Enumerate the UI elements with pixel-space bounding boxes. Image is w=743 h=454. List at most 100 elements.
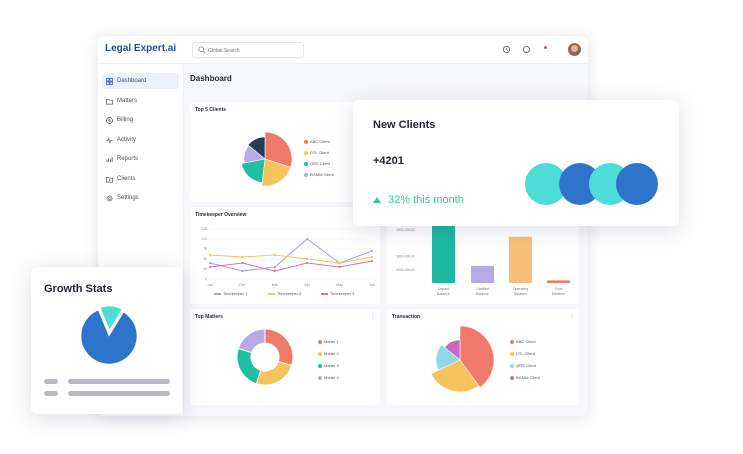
- legend-swatch: [510, 363, 514, 368]
- pie-slice[interactable]: [241, 158, 266, 184]
- sidebar-item-reports[interactable]: Reports: [102, 151, 179, 167]
- x-tick-label: Unbilled: [476, 287, 489, 291]
- sidebar-item-activity[interactable]: Activity: [102, 132, 179, 148]
- legend-swatch: [304, 161, 308, 166]
- notification-dot[interactable]: [544, 46, 547, 49]
- legend-label: Matter 2: [324, 351, 339, 356]
- help-icon[interactable]: [522, 45, 531, 54]
- data-point[interactable]: [241, 261, 244, 265]
- x-tick-label: Operating: [513, 287, 528, 291]
- legend-swatch: [318, 339, 322, 344]
- data-point[interactable]: [370, 259, 374, 263]
- bar[interactable]: [509, 236, 532, 283]
- pie-slice[interactable]: [264, 131, 293, 168]
- legend-item: Timekeeper 3: [321, 291, 354, 296]
- placeholder-line: [68, 379, 170, 384]
- sidebar-item-billing[interactable]: Billing: [102, 112, 179, 128]
- more-options-icon[interactable]: ⋮: [370, 314, 376, 320]
- growth-stats-card: Growth Stats: [31, 267, 182, 414]
- sidebar-item-clients[interactable]: Clients: [102, 171, 179, 187]
- legend-item: Matter 3: [318, 363, 339, 368]
- data-point[interactable]: [306, 237, 309, 241]
- data-point[interactable]: [370, 255, 374, 259]
- pie-slice[interactable]: [236, 347, 262, 385]
- sidebar-item-label: Matters: [117, 98, 138, 104]
- legend-label: Timekeeper 1: [223, 291, 248, 296]
- pie-slice[interactable]: [247, 136, 266, 160]
- legend-label: BGMM Client: [310, 172, 334, 177]
- app-logo[interactable]: Legal Expert.ai: [105, 43, 177, 54]
- series-line[interactable]: [209, 238, 373, 272]
- x-tick-label: Feb: [239, 283, 245, 287]
- transaction-pie[interactable]: [425, 325, 495, 395]
- pie-slice[interactable]: [99, 305, 123, 331]
- sidebar-item-settings[interactable]: Settings: [102, 190, 179, 206]
- new-clients-trend: 32% this month: [373, 194, 464, 206]
- data-point[interactable]: [273, 265, 276, 269]
- balances-bar-chart[interactable]: $400,000.00$200,000.00$100,000.00UnpaidB…: [387, 207, 579, 304]
- growth-stats-pie[interactable]: [76, 303, 142, 369]
- legend-label: Matter 4: [324, 375, 339, 380]
- data-point[interactable]: [338, 261, 341, 265]
- pie-slice[interactable]: [237, 328, 266, 354]
- transaction-card: Transaction ⋮ ABC Client DTL Client QRS …: [387, 309, 579, 405]
- data-point[interactable]: [241, 269, 244, 273]
- data-point[interactable]: [338, 265, 341, 269]
- pie-slice[interactable]: [435, 344, 461, 371]
- data-point[interactable]: [273, 269, 276, 273]
- series-line[interactable]: [209, 260, 373, 272]
- x-tick-label: Retainer: [514, 292, 528, 296]
- bar[interactable]: [471, 265, 494, 283]
- pie-slice[interactable]: [261, 158, 292, 187]
- data-point[interactable]: [208, 253, 212, 257]
- search-icon: [198, 46, 206, 54]
- top-clients-pie[interactable]: [236, 130, 294, 188]
- y-tick-label: 125: [201, 227, 207, 231]
- pie-slice[interactable]: [255, 360, 293, 386]
- data-point[interactable]: [208, 265, 212, 269]
- sidebar-item-dashboard[interactable]: Dashboard: [102, 73, 179, 89]
- search-input[interactable]: [208, 45, 300, 56]
- timekeeper-line-chart[interactable]: 0 25 50 75 100 125 Jan Feb Mar Apr May Jun: [190, 207, 380, 304]
- y-tick-label: 100: [201, 237, 207, 241]
- legend-item: DTL Client: [304, 150, 329, 155]
- data-point[interactable]: [306, 261, 309, 265]
- legend-item: QRS Client: [510, 363, 536, 368]
- bar[interactable]: [547, 280, 570, 283]
- data-point[interactable]: [306, 257, 309, 261]
- y-tick-label: $400,000.00: [397, 228, 416, 232]
- pie-slice[interactable]: [80, 309, 138, 365]
- series-line[interactable]: [209, 254, 373, 264]
- sidebar-item-label: Billing: [117, 117, 134, 123]
- data-point[interactable]: [370, 249, 374, 253]
- new-clients-card: New Clients +4201 32% this month: [353, 100, 679, 226]
- data-point[interactable]: [208, 261, 212, 265]
- refresh-icon[interactable]: [502, 45, 511, 54]
- new-clients-title: New Clients: [373, 119, 436, 131]
- x-tick-label: Jun: [369, 283, 375, 287]
- gear-icon: [106, 195, 113, 201]
- y-tick-label: $200,000.00: [397, 255, 416, 259]
- pie-slice[interactable]: [459, 325, 495, 388]
- pie-slice[interactable]: [444, 339, 461, 361]
- data-point[interactable]: [241, 255, 244, 259]
- x-tick-label: May: [336, 283, 343, 287]
- pie-slice[interactable]: [430, 359, 480, 393]
- legend-swatch: [304, 139, 308, 144]
- legend-swatch: [510, 375, 514, 380]
- legend-label: ABC Client: [516, 339, 536, 344]
- bar[interactable]: [432, 223, 455, 283]
- legend-swatch: [318, 375, 322, 380]
- data-point[interactable]: [273, 253, 276, 257]
- legend-swatch: [318, 363, 322, 368]
- legend-item: Matter 2: [318, 351, 339, 356]
- user-avatar[interactable]: [568, 43, 581, 56]
- legend-label: Matter 3: [324, 363, 339, 368]
- sidebar-item-matters[interactable]: Matters: [102, 93, 179, 109]
- global-search[interactable]: [192, 42, 304, 58]
- more-options-icon[interactable]: ⋮: [569, 314, 575, 320]
- pie-slice[interactable]: [264, 328, 294, 367]
- card-title: Transaction: [392, 314, 421, 320]
- top-matters-donut[interactable]: [236, 328, 294, 386]
